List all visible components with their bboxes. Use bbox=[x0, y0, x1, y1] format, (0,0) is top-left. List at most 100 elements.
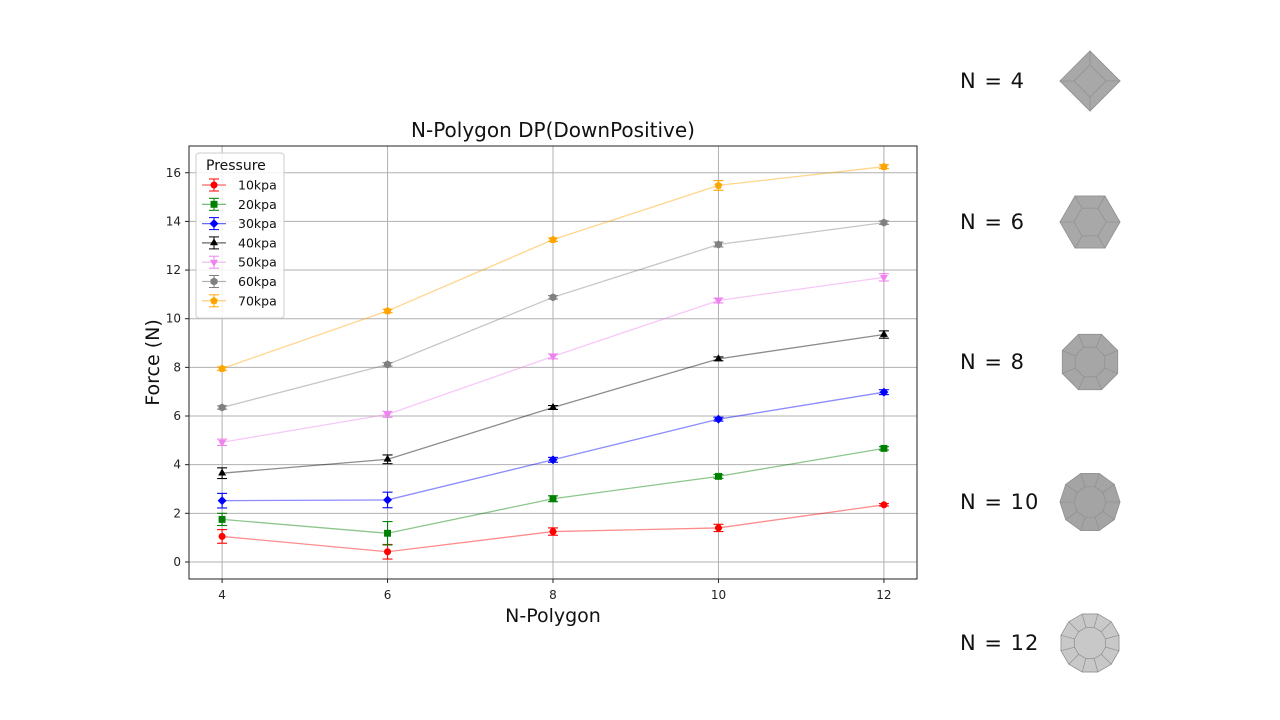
series-60kpa bbox=[217, 218, 889, 412]
y-tick-label: 16 bbox=[166, 166, 181, 180]
polygon-8-icon bbox=[1061, 333, 1119, 391]
series-50kpa bbox=[217, 273, 889, 447]
data-point bbox=[549, 495, 557, 503]
shape-row-n4: N = 4 bbox=[960, 46, 1160, 116]
legend-marker bbox=[210, 277, 218, 286]
polygon-12-icon bbox=[1060, 613, 1120, 673]
y-tick-label: 4 bbox=[173, 458, 181, 472]
data-point bbox=[879, 275, 888, 283]
series-30kpa bbox=[217, 387, 889, 509]
grid-layer bbox=[189, 146, 917, 579]
data-point bbox=[383, 306, 392, 315]
legend-label: 60kpa bbox=[238, 274, 277, 289]
shape-row-n8: N = 8 bbox=[960, 327, 1160, 397]
x-axis-label: N-Polygon bbox=[505, 605, 601, 627]
shape-label: N = 10 bbox=[960, 490, 1040, 514]
data-point bbox=[548, 354, 558, 362]
data-point bbox=[218, 403, 226, 412]
y-tick-label: 2 bbox=[173, 506, 181, 520]
data-point bbox=[713, 414, 724, 424]
data-point bbox=[383, 548, 392, 556]
y-axis-label: Force (N) bbox=[142, 319, 164, 405]
data-point bbox=[382, 495, 393, 505]
shape-row-n12: N = 12 bbox=[960, 608, 1160, 678]
data-point bbox=[880, 444, 888, 452]
data-point bbox=[383, 454, 392, 462]
y-tick-label: 14 bbox=[166, 214, 181, 228]
data-point bbox=[384, 360, 392, 369]
polygon-4-icon bbox=[1059, 50, 1121, 112]
legend-label: 50kpa bbox=[238, 255, 277, 270]
legend-items: 10kpa 20kpa 30kpa 40kpa 50kpa 60kpa 70kpa bbox=[202, 178, 277, 308]
data-point bbox=[384, 529, 391, 537]
data-point bbox=[549, 528, 557, 536]
data-point bbox=[218, 439, 227, 447]
data-point bbox=[217, 496, 227, 506]
data-point bbox=[714, 240, 722, 249]
legend: Pressure 10kpa 20kpa 30kpa 40kpa 50kpa 60kpa 7… bbox=[195, 152, 285, 319]
shape-label: N = 12 bbox=[960, 631, 1040, 655]
legend-box bbox=[195, 152, 285, 319]
data-point bbox=[548, 455, 558, 465]
y-tick-label: 12 bbox=[166, 263, 181, 277]
y-tick-label: 10 bbox=[166, 312, 181, 326]
data-point bbox=[714, 298, 723, 306]
chart-title: N-Polygon DP(DownPositive) bbox=[411, 118, 695, 142]
data-point bbox=[218, 364, 226, 372]
data-point bbox=[715, 472, 722, 480]
legend-label: 20kpa bbox=[238, 197, 277, 212]
polygon-10-icon bbox=[1059, 472, 1121, 532]
series-40kpa bbox=[217, 329, 889, 480]
legend-item: 10kpa bbox=[202, 178, 277, 193]
legend-marker bbox=[210, 296, 218, 305]
legend-label: 70kpa bbox=[238, 293, 277, 308]
legend-marker bbox=[209, 219, 219, 229]
y-tick-label: 0 bbox=[173, 555, 181, 569]
data-point bbox=[548, 402, 558, 410]
data-point bbox=[218, 532, 226, 540]
legend-marker bbox=[210, 200, 218, 208]
series-layer bbox=[217, 162, 889, 560]
x-tick-label: 8 bbox=[549, 588, 557, 602]
data-point bbox=[879, 329, 888, 337]
y-tick-label: 8 bbox=[173, 360, 181, 374]
data-point bbox=[714, 181, 723, 189]
data-point bbox=[218, 515, 226, 523]
y-tick-label: 6 bbox=[173, 409, 181, 423]
data-point bbox=[383, 411, 392, 420]
shape-label: N = 8 bbox=[960, 350, 1026, 374]
x-tick-label: 4 bbox=[218, 588, 226, 602]
x-tick-label: 6 bbox=[384, 588, 392, 602]
shape-label: N = 6 bbox=[960, 210, 1026, 234]
polygon-6-icon bbox=[1059, 195, 1121, 249]
data-point bbox=[879, 387, 889, 397]
legend-label: 40kpa bbox=[238, 235, 277, 250]
series-70kpa bbox=[217, 162, 889, 372]
x-tick-label: 10 bbox=[711, 588, 726, 602]
legend-label: 30kpa bbox=[238, 216, 277, 231]
legend-label: 10kpa bbox=[238, 178, 277, 193]
shape-row-n10: N = 10 bbox=[960, 467, 1160, 537]
legend-marker bbox=[209, 238, 219, 246]
data-point bbox=[880, 218, 888, 227]
series-20kpa bbox=[217, 444, 889, 546]
legend-marker bbox=[209, 259, 219, 267]
legend-marker bbox=[210, 181, 218, 189]
data-point bbox=[218, 468, 227, 476]
tick-layer: 4 6 8 10 12 0 2 4 6 8 10 12 14 16 bbox=[166, 166, 892, 602]
legend-item: 70kpa bbox=[202, 293, 277, 308]
legend-item: 30kpa bbox=[202, 216, 277, 231]
legend-item: 60kpa bbox=[202, 274, 277, 289]
data-point bbox=[880, 162, 888, 170]
x-tick-label: 12 bbox=[876, 588, 891, 602]
chart: N-Polygon DP(DownPositive) N-Polygon For… bbox=[142, 118, 918, 627]
shape-row-n6: N = 6 bbox=[960, 187, 1160, 257]
data-point bbox=[549, 235, 557, 243]
data-point bbox=[714, 524, 723, 532]
legend-item: 40kpa bbox=[202, 235, 277, 250]
legend-title: Pressure bbox=[206, 158, 266, 174]
data-point bbox=[714, 354, 723, 362]
shape-label: N = 4 bbox=[960, 69, 1026, 93]
legend-item: 50kpa bbox=[202, 255, 277, 270]
data-point bbox=[549, 293, 557, 302]
